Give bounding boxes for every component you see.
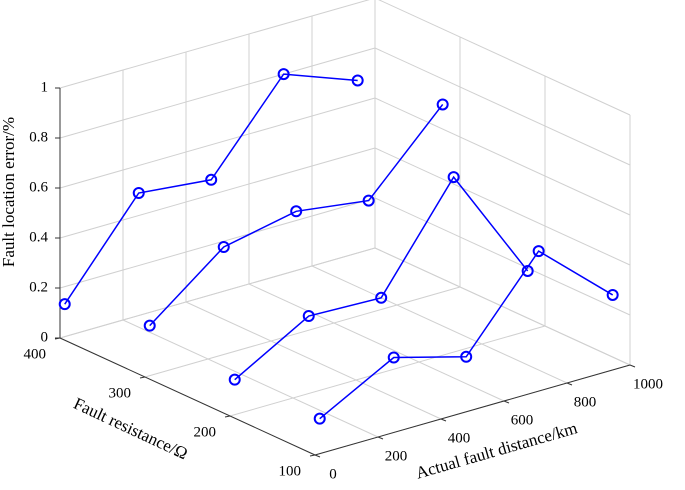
tick-mark — [377, 436, 384, 440]
grid-line — [374, 97, 631, 216]
y-axis-label: Fault resistance/Ω — [71, 394, 191, 463]
x-tick-label: 600 — [511, 412, 534, 428]
grid-line — [374, 47, 631, 166]
data-point — [362, 194, 375, 207]
grid-line — [122, 319, 379, 438]
series-line — [64, 73, 358, 305]
grid-line — [59, 147, 376, 239]
data-point — [58, 298, 71, 311]
y-tick-label: 100 — [279, 463, 302, 479]
x-tick-label: 400 — [448, 430, 471, 446]
y-tick-label: 200 — [194, 424, 217, 440]
data-point — [217, 241, 230, 253]
tick-mark — [139, 376, 146, 379]
tick-mark — [309, 454, 316, 457]
x-axis-label: Actual fault distance/km — [414, 418, 580, 482]
axis-line — [59, 337, 316, 456]
x-tick-label: 1000 — [633, 376, 663, 392]
data-point — [228, 373, 241, 386]
y-tick-label: 300 — [109, 385, 132, 401]
y-tick-label: 400 — [24, 346, 47, 362]
grid-line — [248, 283, 505, 402]
series-line — [234, 175, 529, 381]
z-tick-label: 0 — [41, 329, 49, 345]
z-axis-label: Fault location error/% — [0, 117, 18, 267]
data-point — [277, 68, 290, 81]
grid-line — [59, 97, 376, 189]
tick-mark — [224, 415, 231, 418]
x-tick-label: 200 — [385, 448, 408, 464]
data-point — [436, 98, 449, 111]
data-point — [313, 412, 326, 425]
axis-line — [314, 364, 631, 456]
tick-mark — [629, 364, 636, 368]
series-line — [319, 250, 614, 420]
x-tick-label: 800 — [574, 394, 597, 410]
z-tick-label: 0.4 — [29, 229, 48, 245]
z-tick-label: 0.2 — [29, 279, 48, 295]
grid-line — [374, 197, 631, 316]
z-tick-label: 0.6 — [29, 179, 48, 195]
z-tick-label: 0.8 — [29, 129, 48, 145]
grid-line — [59, 0, 370, 89]
data-point — [302, 310, 315, 322]
data-point — [132, 187, 145, 199]
tick-mark — [440, 418, 447, 422]
x-tick-label: 0 — [329, 466, 337, 482]
grid-line — [59, 47, 376, 139]
tick-mark — [503, 400, 510, 404]
data-point — [606, 288, 619, 301]
data-point — [205, 173, 218, 186]
grid-line — [311, 265, 568, 384]
grid-line — [374, 247, 631, 366]
grid-line — [229, 325, 546, 417]
data-point — [532, 245, 545, 258]
series-line — [149, 103, 444, 327]
grid-line — [185, 301, 442, 420]
data-point — [447, 171, 460, 184]
grid-line — [374, 147, 631, 266]
grid-line — [378, 0, 631, 116]
grid-line — [59, 197, 376, 289]
data-point — [143, 319, 156, 332]
tick-mark — [566, 382, 573, 386]
data-point — [351, 74, 364, 87]
data-point — [375, 291, 388, 304]
grid-line — [144, 286, 461, 378]
data-point — [290, 205, 303, 218]
tick-mark — [314, 454, 321, 458]
data-point — [460, 350, 473, 363]
grid-line — [59, 247, 376, 339]
data-point — [387, 351, 400, 364]
z-tick-label: 1 — [41, 79, 49, 95]
